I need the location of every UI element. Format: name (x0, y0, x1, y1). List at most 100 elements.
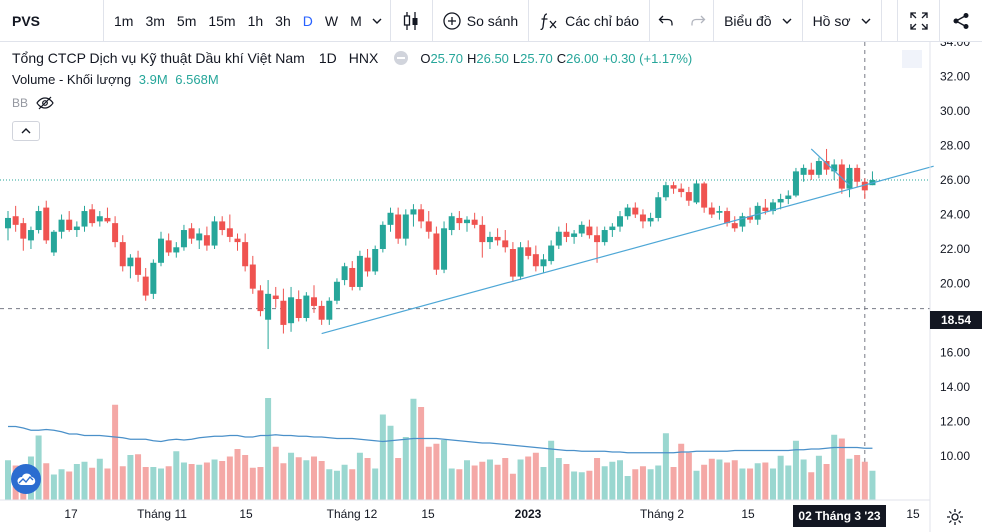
volume-bar (379, 414, 386, 500)
volume-bar (854, 455, 861, 500)
legend-main-row: Tổng CTCP Dịch vụ Kỹ thuật Dầu khí Việt … (12, 48, 696, 68)
interval-3m[interactable]: 3m (145, 12, 165, 29)
interval-5m[interactable]: 5m (176, 12, 197, 29)
undo-button[interactable] (650, 0, 682, 42)
candle-body (112, 223, 119, 243)
volume-bar (800, 459, 807, 500)
candle-body (272, 295, 279, 300)
volume-bar (295, 457, 302, 500)
candle-body (395, 214, 402, 239)
interval-15m[interactable]: 15m (208, 12, 236, 29)
time-tick-label: 15 (906, 507, 920, 521)
interval-1m[interactable]: 1m (114, 12, 134, 29)
eye-crossed-icon[interactable] (36, 96, 54, 110)
candle-body (288, 297, 295, 324)
volume-bar (395, 458, 402, 500)
volume-bar (792, 440, 799, 500)
candle-body (43, 207, 50, 241)
volume-bar (35, 435, 42, 500)
symbol-search[interactable]: PVS (0, 0, 104, 42)
volume-ma-line (8, 425, 873, 454)
candle-body (647, 217, 654, 222)
price-tick-label: 34.00 (940, 42, 970, 49)
volume-bar (196, 464, 203, 500)
volume-bar (387, 425, 394, 500)
volume-bar (402, 437, 409, 500)
volume-bar (770, 468, 776, 500)
volume-bar (594, 458, 601, 500)
candle-body (203, 235, 210, 246)
volume-bar (838, 438, 845, 500)
interval-m[interactable]: M (350, 12, 362, 29)
volume-bar (639, 466, 646, 500)
redo-button[interactable] (682, 0, 715, 42)
candle-body (96, 216, 103, 222)
price-chart[interactable]: 34.00 32.00 30.00 28.00 26.00 24.00 22.00 20.00… (0, 42, 982, 532)
candle-body (548, 245, 555, 262)
profile-dropdown[interactable]: Hồ sơ (803, 0, 882, 42)
interval-1h[interactable]: 1h (247, 12, 264, 29)
volume-bar (532, 452, 539, 500)
price-tick-label: 32.00 (940, 70, 970, 84)
candle-body (219, 221, 226, 231)
candle-body (135, 257, 142, 275)
interval-d[interactable]: D (302, 12, 313, 29)
volume-bar (617, 460, 623, 500)
volume-bar (861, 461, 868, 500)
compare-button[interactable]: So sánh (433, 0, 530, 42)
interval-3h[interactable]: 3h (275, 12, 291, 29)
chevron-down-icon (782, 18, 792, 24)
volume-bar (234, 449, 241, 500)
logo-cloud-icon[interactable] (11, 464, 41, 494)
time-axis[interactable]: 17 Tháng 11 15 Tháng 12 15 2023 Tháng 2 15 15 (64, 507, 920, 521)
volume-bar (609, 461, 616, 500)
low-value: 25.70 (520, 50, 553, 66)
volume-bar (548, 440, 555, 500)
price-axis[interactable]: 34.00 32.00 30.00 28.00 26.00 24.00 22.00 20.00… (940, 42, 970, 463)
hide-series-icon[interactable] (394, 51, 409, 65)
candle-body (188, 228, 195, 239)
chart-layout-dropdown[interactable]: Biểu đồ (714, 0, 803, 42)
volume-bar (242, 455, 249, 500)
volume-bar (846, 458, 853, 500)
volume-bar (517, 459, 524, 500)
time-tick-label: 17 (64, 507, 78, 521)
candle-body (754, 205, 761, 220)
share-button[interactable] (940, 0, 982, 42)
volume-bar (226, 456, 233, 500)
interval-w[interactable]: W (324, 12, 339, 29)
candle-body (770, 202, 776, 212)
volume-bar (96, 458, 103, 500)
interval-more-chevron-icon[interactable] (368, 15, 386, 27)
price-tick-label: 28.00 (940, 139, 970, 153)
candle-body (66, 219, 73, 231)
chart-legend: Tổng CTCP Dịch vụ Kỹ thuật Dầu khí Việt … (12, 48, 696, 112)
bb-label: BB (12, 96, 29, 110)
volume-bar (747, 468, 754, 500)
profile-label: Hồ sơ (812, 12, 851, 29)
chart-settings-gear-icon[interactable] (944, 507, 966, 527)
volume-bar (119, 466, 126, 500)
candle-body (280, 300, 287, 325)
indicators-button[interactable]: Các chỉ báo (529, 0, 651, 42)
candle-body (639, 214, 646, 222)
fullscreen-button[interactable] (898, 0, 940, 42)
candle-body (12, 216, 19, 225)
candle-body (295, 299, 302, 318)
candle-body (678, 188, 685, 193)
high-value: 26.50 (476, 50, 509, 66)
fx-icon (540, 12, 557, 30)
candle-body (815, 161, 822, 175)
volume-bar (831, 434, 838, 500)
collapse-legend-button[interactable] (12, 121, 40, 141)
candle-body (846, 167, 853, 189)
candle-body (433, 233, 440, 270)
chevron-up-icon (21, 128, 31, 134)
candle-body (632, 207, 639, 215)
volume-bar (540, 467, 547, 500)
candle-body (20, 223, 27, 239)
volume-bar (678, 443, 685, 500)
candles-chart-type-button[interactable] (391, 0, 433, 42)
price-tick-label: 16.00 (940, 346, 970, 360)
volume-bar (135, 454, 142, 500)
